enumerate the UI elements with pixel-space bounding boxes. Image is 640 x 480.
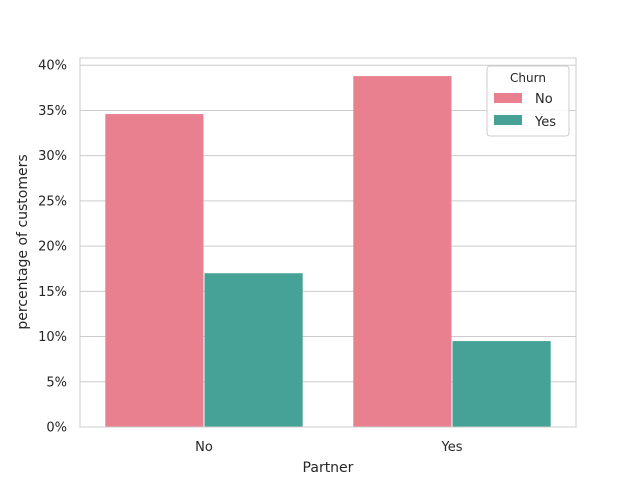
y-ticks: 0% 5% 10% 15% 20% 25% 30% 35% 40%	[38, 59, 67, 436]
y-tick-label: 25%	[38, 194, 67, 209]
x-axis-label: Partner	[303, 460, 354, 476]
legend-swatch-no	[494, 93, 522, 103]
y-tick-label: 10%	[38, 330, 67, 345]
legend-swatch-yes	[494, 115, 522, 125]
y-tick-label: 30%	[38, 149, 67, 164]
legend: Churn No Yes	[486, 65, 570, 137]
plot-frame	[79, 57, 577, 428]
y-tick-label: 5%	[46, 375, 67, 390]
bar-yes-churn-yes	[452, 341, 551, 427]
y-tick-label: 0%	[46, 421, 67, 436]
bar-no-churn-no	[105, 114, 204, 427]
y-axis-label: percentage of customers	[15, 154, 31, 329]
legend-label-yes: Yes	[534, 115, 556, 130]
y-tick-label: 15%	[38, 285, 67, 300]
x-tick-label: Yes	[441, 440, 463, 455]
bar-yes-churn-no	[353, 76, 452, 428]
y-tick-label: 20%	[38, 240, 67, 255]
y-tick-label: 35%	[38, 104, 67, 119]
legend-title: Churn	[510, 71, 546, 85]
legend-label-no: No	[535, 92, 553, 107]
bar-no-churn-yes	[204, 273, 303, 427]
y-tick-label: 40%	[38, 59, 67, 74]
x-tick-label: No	[195, 440, 213, 455]
x-ticks: No Yes	[195, 440, 463, 455]
bars	[105, 76, 551, 428]
